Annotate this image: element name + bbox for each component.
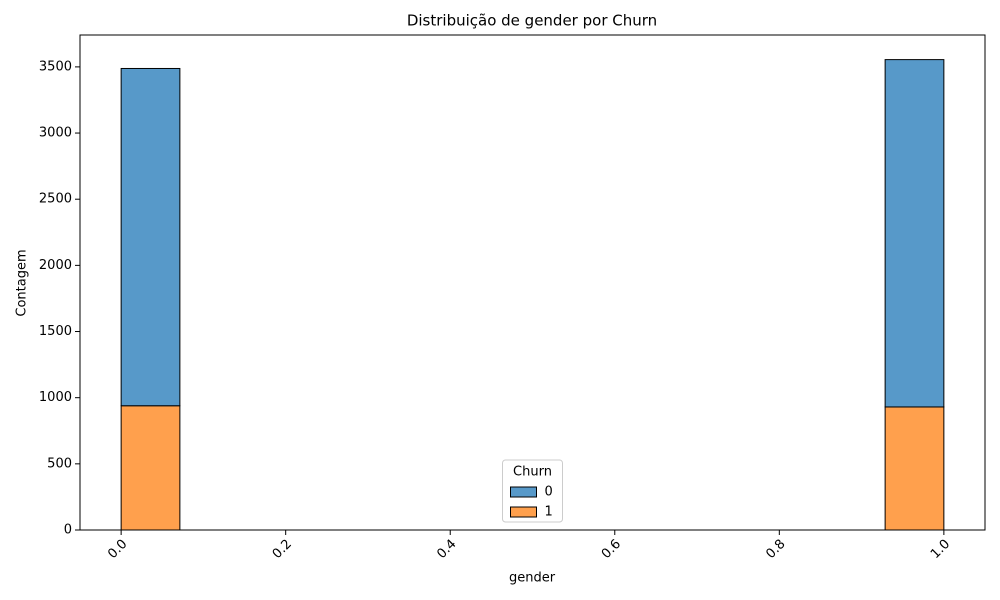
y-axis-label: Contagem — [15, 249, 30, 316]
chart-title: Distribuição de gender por Churn — [407, 12, 657, 30]
legend-title: Churn — [513, 465, 552, 480]
x-tick-label: 0.8 — [763, 537, 788, 562]
bar — [884, 406, 945, 531]
y-tick-label: 2000 — [39, 258, 72, 273]
x-tick-label: 0.4 — [434, 537, 459, 562]
y-tick-label: 0 — [64, 523, 72, 538]
y-tick-label: 1500 — [39, 324, 72, 339]
legend-swatch — [510, 486, 537, 498]
x-tick-label: 0.0 — [105, 537, 130, 562]
bar — [884, 59, 945, 408]
y-tick-label: 1000 — [39, 390, 72, 405]
legend-label: 1 — [545, 505, 553, 520]
x-tick-label: 1.0 — [928, 537, 953, 562]
y-tick-label: 500 — [47, 456, 72, 471]
y-tick-label: 3000 — [39, 126, 72, 141]
x-tick-label: 0.6 — [599, 537, 624, 562]
y-tick-label: 2500 — [39, 192, 72, 207]
x-tick-label: 0.2 — [270, 537, 295, 562]
y-tick-label: 3500 — [39, 59, 72, 74]
bar — [120, 67, 181, 407]
legend-label: 0 — [545, 485, 553, 500]
x-axis-label: gender — [509, 571, 556, 586]
plot-frame — [79, 34, 986, 531]
bar — [120, 405, 181, 531]
legend-swatch — [510, 506, 537, 518]
